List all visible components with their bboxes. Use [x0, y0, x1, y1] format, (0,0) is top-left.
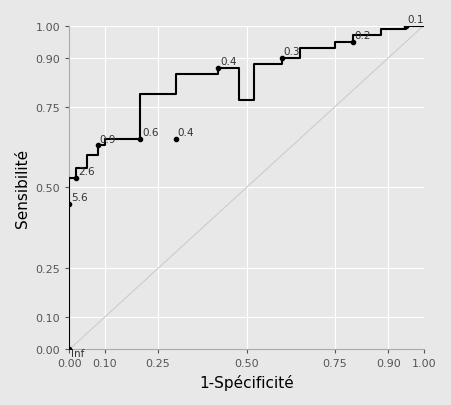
Text: 0.2: 0.2: [354, 31, 371, 41]
Text: 0.9: 0.9: [100, 134, 116, 145]
Y-axis label: Sensibilité: Sensibilité: [15, 149, 30, 228]
Text: 0.4: 0.4: [220, 57, 236, 67]
Text: 0.1: 0.1: [408, 15, 424, 25]
Text: 0.6: 0.6: [142, 128, 158, 138]
Text: 5.6: 5.6: [71, 193, 88, 202]
Text: 0.3: 0.3: [284, 47, 300, 57]
Text: 0.4: 0.4: [177, 128, 194, 138]
Text: Inf: Inf: [71, 348, 84, 358]
Text: 2.6: 2.6: [78, 167, 95, 177]
X-axis label: 1-Spécificité: 1-Spécificité: [199, 374, 294, 390]
